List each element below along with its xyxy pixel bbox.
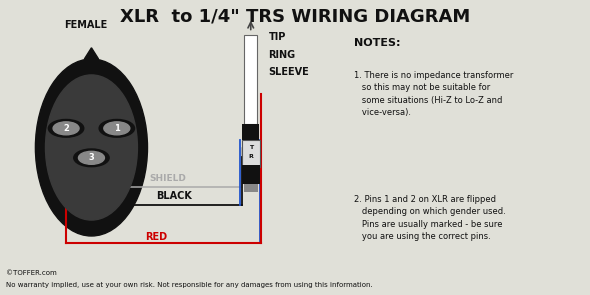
Bar bbox=[242, 140, 260, 167]
Text: XLR  to 1/4" TRS WIRING DIAGRAM: XLR to 1/4" TRS WIRING DIAGRAM bbox=[120, 7, 470, 25]
Bar bbox=[244, 183, 258, 192]
Text: No warranty implied, use at your own risk. Not responsible for any damages from : No warranty implied, use at your own ris… bbox=[6, 282, 373, 288]
Bar bbox=[242, 165, 260, 184]
Text: 3: 3 bbox=[88, 153, 94, 162]
Text: SHIELD: SHIELD bbox=[150, 174, 186, 183]
Circle shape bbox=[99, 119, 135, 137]
Text: RED: RED bbox=[145, 232, 168, 242]
Circle shape bbox=[48, 119, 84, 137]
Text: FEMALE: FEMALE bbox=[64, 19, 107, 30]
Text: ©TOFFER.com: ©TOFFER.com bbox=[6, 270, 57, 276]
Circle shape bbox=[78, 151, 104, 164]
Ellipse shape bbox=[45, 75, 137, 220]
Text: RING: RING bbox=[268, 50, 296, 60]
Text: R: R bbox=[248, 154, 253, 159]
Circle shape bbox=[74, 149, 109, 167]
Text: 1. There is no impedance transformer
   so this may not be suitable for
   some : 1. There is no impedance transformer so … bbox=[354, 71, 513, 117]
Circle shape bbox=[104, 122, 130, 135]
Text: NOTES:: NOTES: bbox=[354, 38, 401, 48]
Text: S: S bbox=[248, 173, 253, 178]
Ellipse shape bbox=[35, 59, 148, 236]
Circle shape bbox=[53, 122, 79, 135]
Text: TIP: TIP bbox=[268, 32, 286, 42]
Text: BLACK: BLACK bbox=[156, 191, 192, 201]
Polygon shape bbox=[84, 48, 99, 59]
Text: 1: 1 bbox=[114, 124, 120, 132]
Text: T: T bbox=[249, 145, 253, 150]
Text: 2: 2 bbox=[63, 124, 69, 132]
Text: 2. Pins 1 and 2 on XLR are flipped
   depending on which gender used.
   Pins ar: 2. Pins 1 and 2 on XLR are flipped depen… bbox=[354, 195, 506, 241]
Bar bbox=[244, 35, 257, 124]
Bar bbox=[242, 124, 259, 140]
Text: SLEEVE: SLEEVE bbox=[268, 67, 309, 77]
